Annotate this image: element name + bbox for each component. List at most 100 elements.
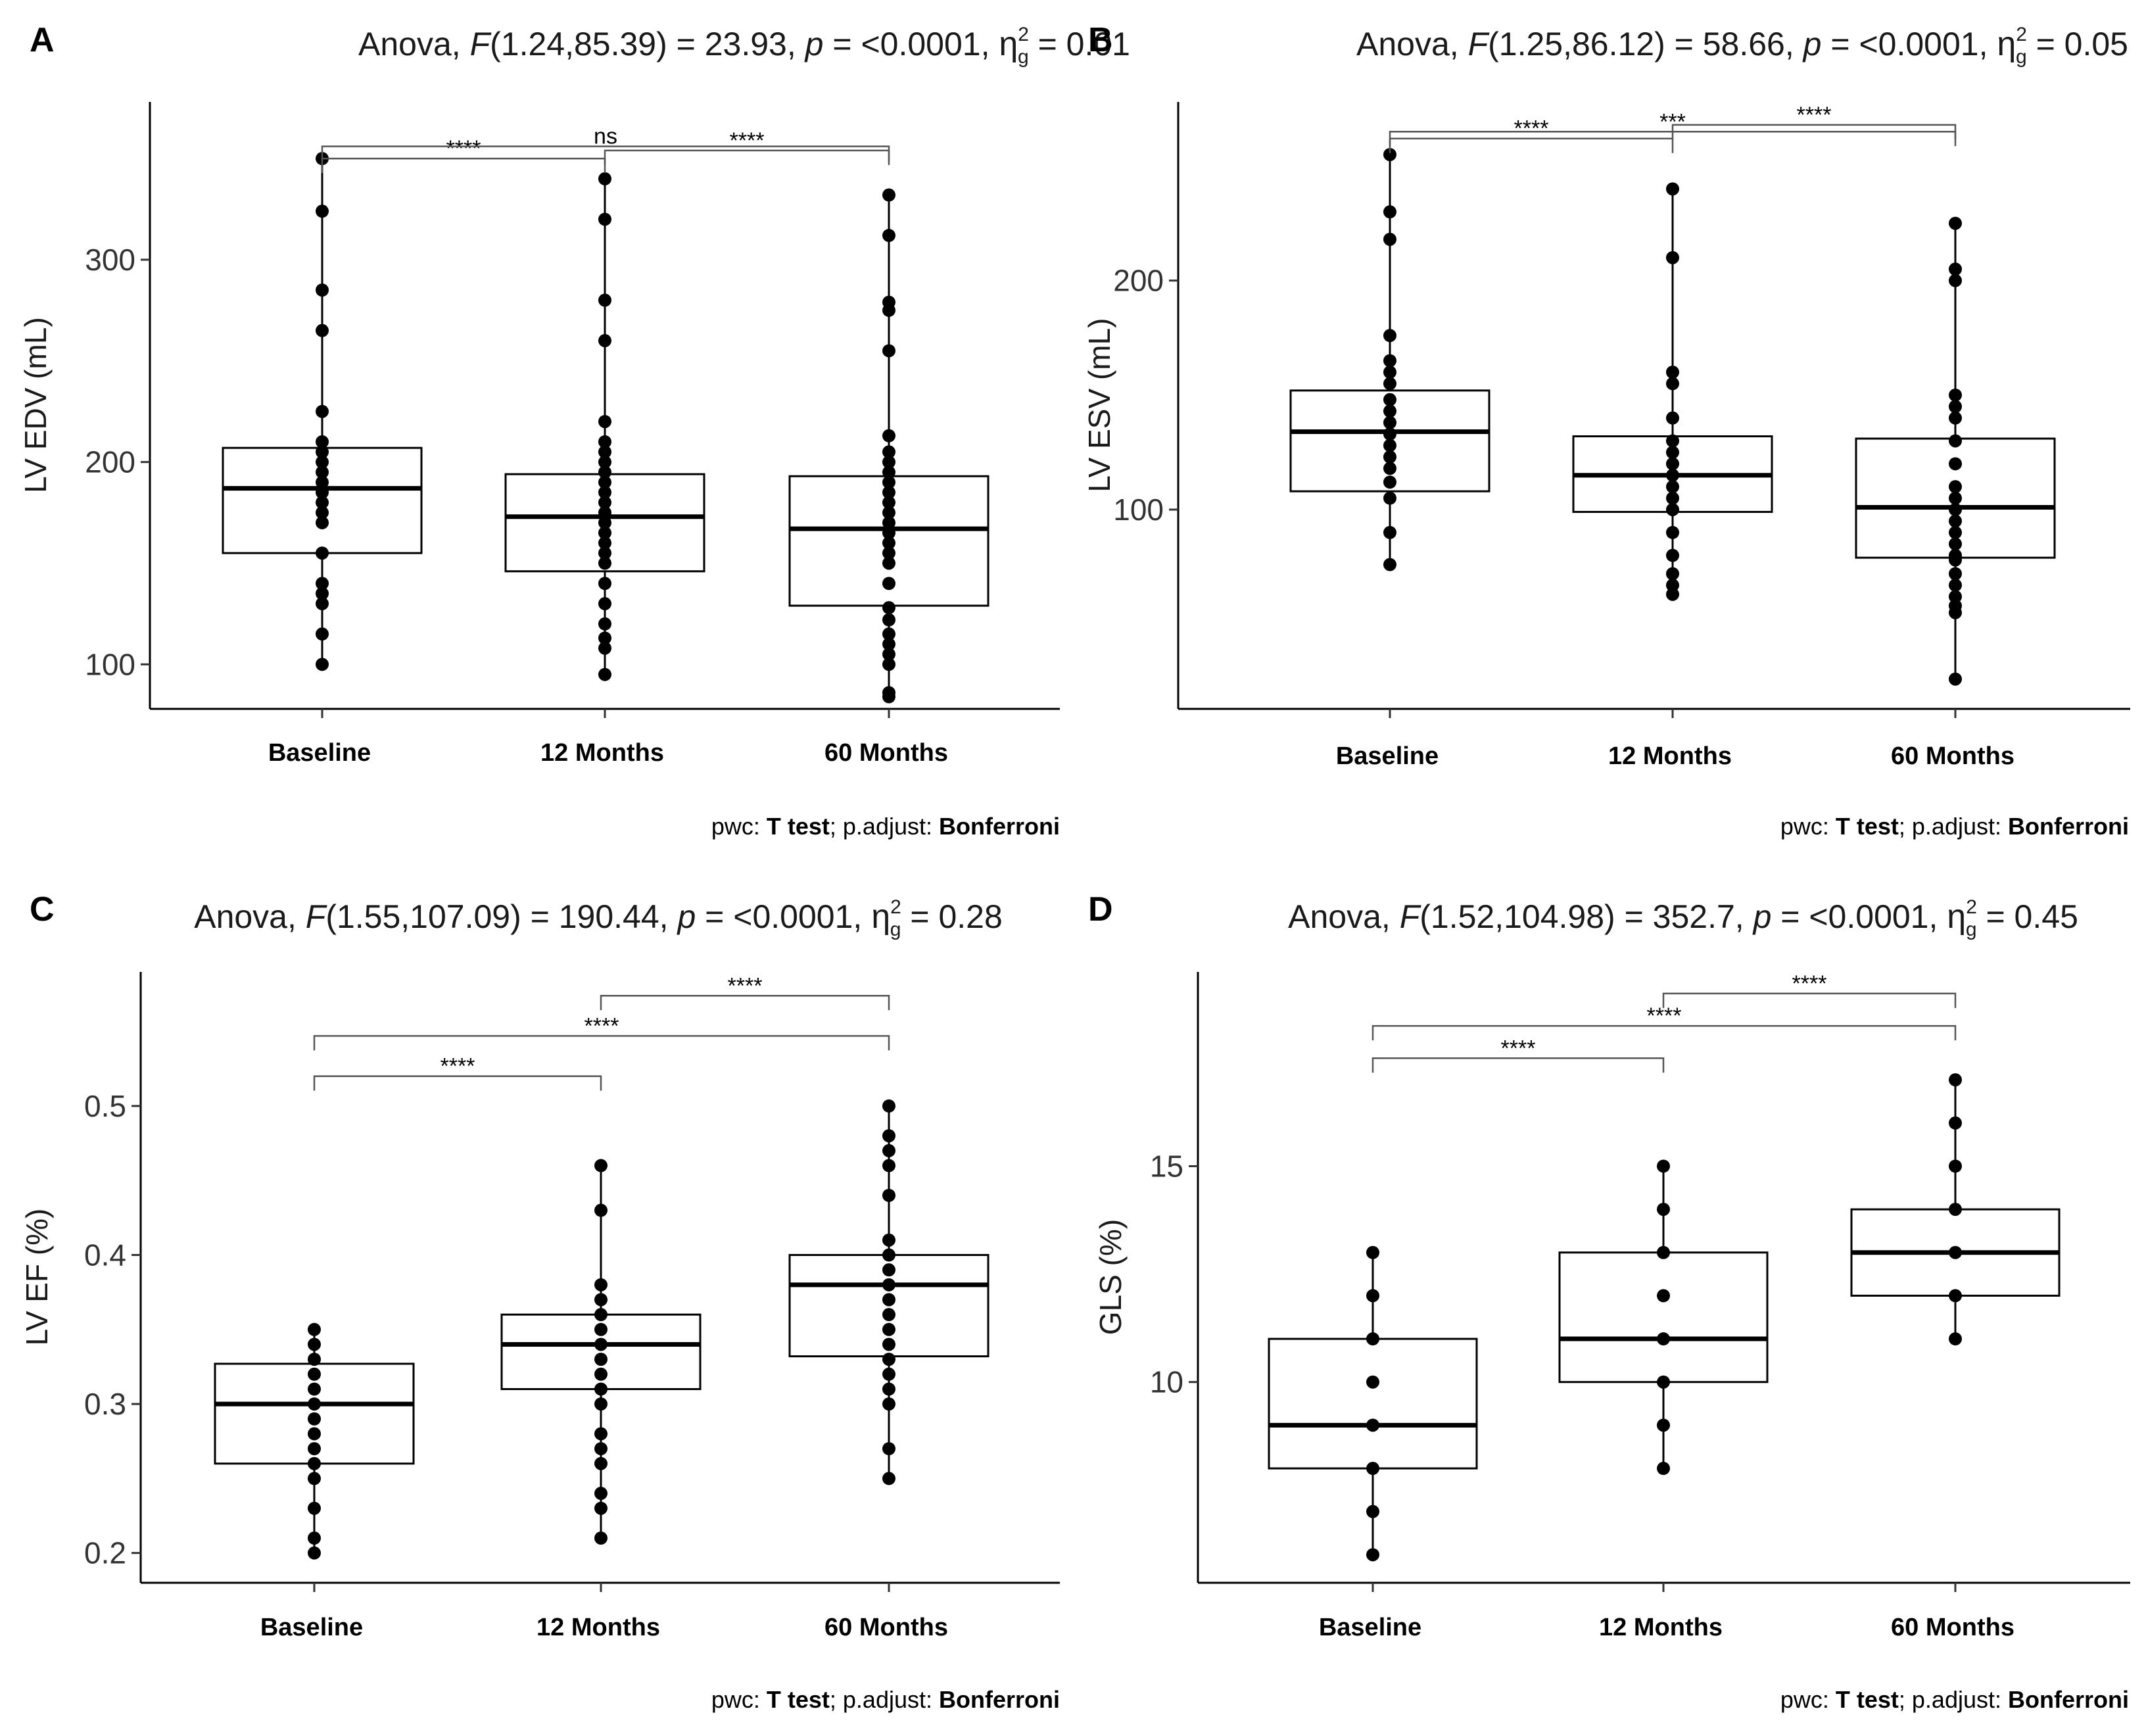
data-point [598,445,611,459]
significance-label: **** [730,128,765,153]
x-tick-label: 60 Months [824,1614,948,1641]
data-point [598,667,611,681]
data-point [598,485,611,499]
data-point [594,1293,608,1307]
data-point [1666,567,1679,581]
significance-label: **** [728,973,763,998]
data-point [882,686,895,700]
data-point [1657,1203,1670,1217]
data-point [308,1322,321,1336]
data-point [316,658,329,671]
data-point [316,516,329,529]
chart-panel-c: C Anova, F(1.55,107.09) = 190.44, p = <0.… [20,890,1060,1713]
data-point [598,506,611,519]
data-point [1949,1203,1962,1217]
data-point [594,1278,608,1291]
data-point [1666,445,1679,459]
data-point [882,1159,895,1172]
data-point [316,324,329,337]
data-point [1666,480,1679,494]
significance-label: **** [1797,103,1832,128]
data-point [308,1472,321,1485]
data-point [308,1397,321,1411]
data-point [1657,1289,1670,1303]
data-point [308,1457,321,1470]
y-tick-label: 100 [1113,493,1164,527]
data-point [882,1308,895,1322]
data-point [1949,599,1962,613]
data-point [882,1382,895,1396]
x-tick-label: 12 Months [1608,742,1732,770]
data-point [1657,1245,1670,1259]
data-point [316,205,329,218]
data-point [1666,182,1679,196]
significance-label: **** [446,136,481,161]
x-tick-label: 12 Months [536,1614,660,1641]
data-point [1666,411,1679,425]
data-point [882,1338,895,1351]
data-point [882,647,895,661]
data-point [594,1203,608,1217]
data-point [598,334,611,348]
data-point [882,475,895,489]
chart-panel-a: A Anova, F(1.24,85.39) = 23.93, p = <0.00… [18,21,1130,840]
data-point [1666,502,1679,516]
data-point [598,172,611,185]
x-tick-label: 12 Months [540,739,664,767]
data-point [882,429,895,443]
data-point [598,415,611,429]
significance-label: **** [1514,116,1549,141]
y-axis-label: LV EF (%) [20,1209,54,1346]
data-point [882,1248,895,1262]
x-tick-label: 60 Months [824,739,948,767]
data-point [1666,365,1679,379]
data-point [882,1367,895,1381]
data-point [1949,400,1962,414]
data-point [882,556,895,570]
data-point [1383,329,1396,343]
data-point [882,536,895,550]
data-point [1383,475,1396,489]
data-point [598,631,611,645]
data-point [308,1353,321,1366]
data-point [594,1487,608,1501]
data-point [594,1159,608,1172]
comparison-bracket [1371,1057,1665,1073]
data-point [598,435,611,448]
x-tick-label: Baseline [1319,1614,1421,1641]
data-point [316,506,329,519]
data-point [316,404,329,418]
x-tick-label: Baseline [1336,742,1439,770]
comparison-bracket [1389,131,1957,147]
y-tick-label: 0.5 [84,1089,126,1123]
data-point [882,455,895,469]
data-point [598,641,611,655]
x-tick-label: Baseline [260,1614,363,1641]
significance-label: **** [441,1054,475,1079]
data-point [1949,514,1962,528]
y-tick-label: 300 [85,243,135,277]
data-point [1949,1332,1962,1346]
data-point [882,627,895,641]
data-point [1949,262,1962,276]
data-point [882,506,895,519]
data-point [1949,1073,1962,1087]
data-point [594,1531,608,1545]
data-point [594,1338,608,1351]
significance-label: **** [584,1013,619,1038]
data-point [1383,377,1396,391]
data-point [1949,1116,1962,1130]
data-point [882,526,895,540]
data-point [1949,1245,1962,1259]
data-point [1949,274,1962,287]
data-point [1949,537,1962,551]
data-point [1949,567,1962,581]
data-point [308,1501,321,1515]
data-point [882,1472,895,1485]
data-point [316,475,329,489]
data-point [316,546,329,560]
data-point [1949,216,1962,230]
pwc-caption: pwc: T test; p.adjust: Bonferroni [1780,813,2129,840]
data-point [594,1442,608,1456]
data-point [1383,416,1396,429]
